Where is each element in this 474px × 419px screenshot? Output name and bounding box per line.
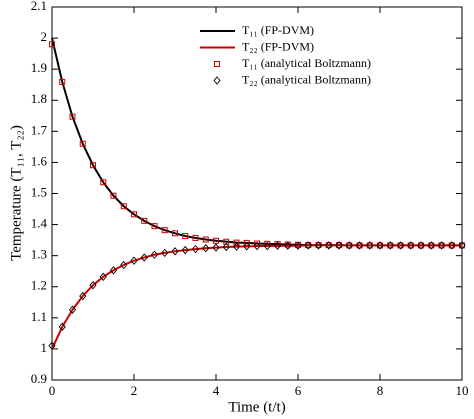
data-point [79, 140, 86, 147]
data-point [458, 241, 466, 250]
data-point [141, 217, 148, 224]
data-point [284, 241, 292, 250]
x-tick-label: 0 [49, 383, 56, 398]
data-point [100, 179, 107, 186]
data-point [90, 162, 96, 169]
data-point [213, 237, 219, 244]
data-point [110, 192, 117, 199]
data-point [161, 227, 168, 234]
data-point [120, 260, 128, 270]
data-point [366, 241, 374, 250]
data-point [150, 250, 159, 259]
data-point [233, 239, 240, 246]
data-point [69, 113, 76, 120]
data-point [59, 78, 66, 85]
data-point [407, 241, 415, 250]
data-point [448, 241, 456, 250]
data-point [99, 272, 107, 281]
legend-label: T₂₂ (analytical Boltzmann) [242, 72, 371, 86]
data-point [130, 256, 138, 265]
y-tick-label: 1.9 [31, 60, 47, 75]
x-tick-label: 6 [295, 383, 302, 398]
y-tick-label: 0.9 [31, 371, 47, 386]
series-line [51, 244, 462, 350]
x-tick-label: 2 [131, 383, 138, 398]
data-point [223, 238, 230, 245]
y-tick-label: 1.4 [31, 216, 48, 231]
x-tick-label: 8 [377, 383, 384, 398]
legend-swatch [214, 61, 220, 67]
y-tick-label: 1.2 [31, 278, 47, 293]
data-point [427, 241, 435, 250]
data-point [386, 241, 394, 250]
data-point [232, 242, 241, 251]
data-point [253, 241, 261, 251]
data-point [437, 241, 446, 250]
data-point [335, 241, 343, 250]
y-tick-label: 1.7 [31, 122, 48, 137]
data-point [109, 266, 118, 275]
data-point [294, 241, 302, 250]
data-point [151, 223, 158, 230]
y-tick-label: 1.6 [31, 153, 48, 168]
legend-label: T₁₁ (FP-DVM) [242, 23, 314, 37]
data-point [202, 244, 210, 253]
data-point [79, 291, 87, 301]
data-point [171, 247, 179, 256]
data-point [58, 322, 66, 332]
data-point [273, 241, 282, 250]
data-point [68, 305, 77, 314]
y-tick-label: 2 [41, 29, 48, 44]
x-tick-label: 4 [213, 383, 220, 398]
y-tick-label: 2.1 [31, 0, 47, 13]
data-point [254, 240, 260, 247]
data-point [131, 211, 137, 218]
data-point [243, 242, 251, 251]
data-point [222, 242, 230, 252]
x-tick-label: 10 [456, 383, 469, 398]
data-point [417, 241, 425, 250]
data-point [120, 203, 127, 210]
y-tick-label: 1.1 [31, 309, 47, 324]
data-point [345, 241, 353, 250]
y-axis-label: Temperature (T₁₁, T₂₂) [8, 125, 24, 261]
data-point [243, 239, 250, 246]
data-point [325, 241, 333, 250]
legend-label: T₁₁ (analytical Boltzmann) [242, 56, 371, 70]
y-tick-label: 1.5 [31, 184, 47, 199]
data-point [140, 253, 148, 262]
legend-swatch [213, 76, 221, 85]
data-point [376, 241, 384, 250]
y-tick-label: 1.8 [31, 91, 47, 106]
data-point [314, 241, 323, 250]
y-tick-label: 1.3 [31, 247, 47, 262]
data-point [49, 41, 55, 48]
data-point [182, 233, 189, 240]
data-point [264, 240, 271, 247]
data-point [202, 236, 209, 243]
data-point [304, 241, 312, 250]
data-point [355, 241, 364, 250]
data-point [396, 241, 405, 250]
data-point [89, 281, 97, 290]
data-point [191, 244, 200, 254]
data-point [192, 234, 199, 241]
data-point [161, 248, 169, 258]
legend-label: T₂₂ (FP-DVM) [242, 39, 314, 53]
data-point [181, 245, 189, 255]
y-tick-label: 1 [41, 340, 48, 355]
data-point [48, 341, 56, 350]
x-axis-label: Time (t/t) [228, 399, 285, 415]
data-point [263, 241, 271, 251]
data-point [172, 230, 178, 237]
data-point [212, 243, 220, 252]
